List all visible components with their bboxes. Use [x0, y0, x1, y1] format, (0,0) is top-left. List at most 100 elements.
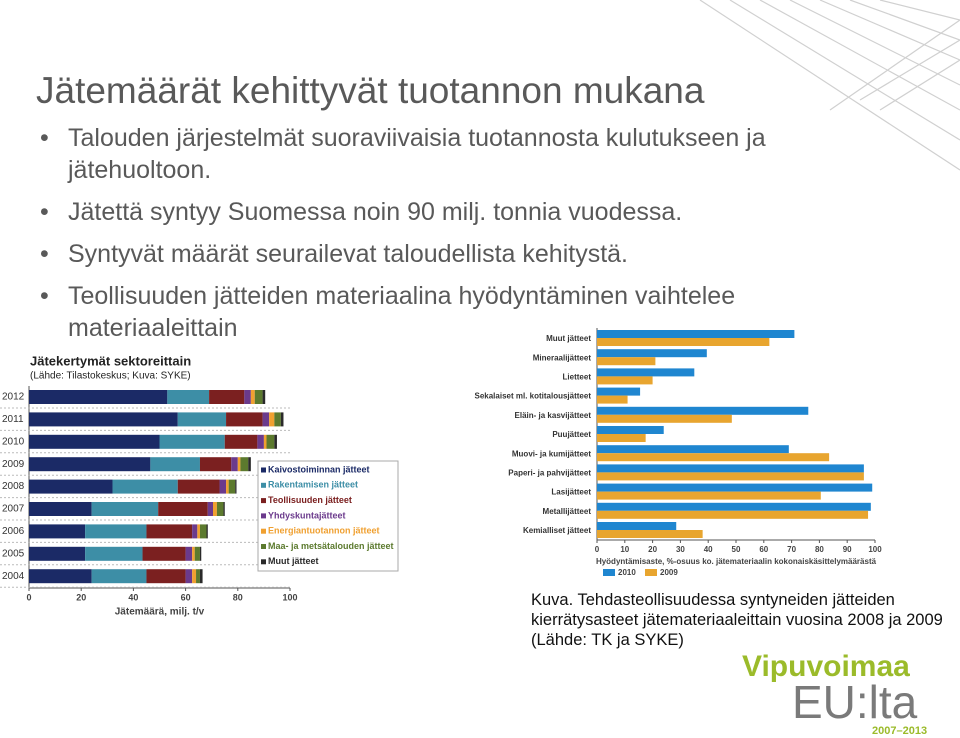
category-label: Sekalaiset ml. kotitalousjätteet: [475, 392, 592, 401]
bar: [597, 522, 677, 530]
bar-segment: [85, 524, 147, 539]
category-label: Puujätteet: [552, 430, 591, 439]
bar-segment: [167, 390, 210, 404]
legend-swatch: [261, 559, 266, 565]
caption: Kuva. Tehdasteollisuudessa syntyneiden j…: [531, 591, 943, 649]
bar: [597, 445, 789, 454]
legend-label: Teollisuuden jätteet: [268, 495, 352, 505]
bar-segment: [29, 546, 86, 561]
logo-years: 2007–2013: [872, 725, 927, 737]
bar: [597, 434, 646, 442]
bar-segment: [91, 569, 147, 584]
bar: [597, 530, 703, 538]
bar-segment: [209, 390, 245, 404]
bar: [597, 387, 641, 396]
bar: [597, 368, 695, 377]
x-tick-label: 100: [868, 545, 882, 554]
bar-segment: [237, 457, 241, 472]
bar-segment: [29, 412, 178, 427]
category-label: 2010: [2, 436, 25, 447]
category-label: 2011: [2, 414, 24, 425]
x-tick-label: 10: [620, 545, 629, 554]
bar-segment: [213, 502, 217, 516]
x-tick-label: 60: [759, 545, 768, 554]
bar-segment: [150, 457, 200, 472]
bar-segment: [29, 569, 92, 584]
bar-segment: [91, 502, 159, 516]
bar-segment: [85, 546, 143, 561]
x-axis-label: Jätemäärä, milj. t/v: [115, 607, 205, 618]
bar-segment: [142, 546, 186, 561]
legend-swatch: [261, 544, 266, 549]
bar-segment: [192, 569, 197, 584]
bar: [597, 406, 809, 415]
x-tick-label: 20: [648, 545, 657, 554]
legend-label: Muut jätteet: [268, 556, 319, 566]
bar-segment: [224, 434, 258, 449]
bar-segment: [280, 412, 284, 427]
bar-segment: [206, 524, 208, 539]
bar-segment: [192, 546, 195, 561]
bar-segment: [185, 546, 193, 561]
legend-swatch: [261, 528, 266, 534]
bar-segment: [207, 502, 214, 516]
x-tick-label: 50: [732, 545, 741, 554]
bar-segment: [29, 457, 151, 472]
bar-segment: [262, 390, 266, 404]
category-label: Lietteet: [563, 373, 592, 382]
bar-segment: [158, 502, 208, 516]
x-tick-label: 80: [233, 592, 243, 602]
slide-title: Jätemäärät kehittyvät tuotannon mukana: [36, 70, 705, 111]
bar: [597, 464, 864, 473]
category-label: 2005: [2, 548, 25, 559]
bar: [597, 376, 653, 385]
bar-segment: [199, 569, 203, 584]
legend-label: Yhdyskuntajätteet: [268, 510, 346, 520]
bar: [597, 426, 664, 434]
logo-name: Vipuvoimaa: [742, 650, 910, 683]
legend-swatch: [261, 482, 266, 488]
bar-segment: [29, 434, 160, 449]
bullet: Syntyvät määrät seurailevat taloudellist…: [40, 238, 870, 270]
category-label: Lasijätteet: [551, 488, 591, 497]
bullet: Talouden järjestelmät suoraviivaisia tuo…: [40, 122, 870, 186]
category-label: 2012: [2, 392, 25, 403]
bar-segment: [159, 434, 225, 449]
decor-lines: [699, 0, 960, 171]
bar-segment: [146, 524, 193, 539]
x-tick-label: 0: [595, 545, 600, 554]
bar-segment: [197, 524, 200, 539]
x-tick-label: 0: [26, 592, 31, 602]
legend-swatch: [645, 569, 657, 576]
bar-segment: [223, 502, 225, 516]
bar-segment: [192, 524, 198, 539]
bar: [597, 357, 656, 366]
bar-segment: [146, 569, 186, 584]
bar-segment: [196, 569, 200, 584]
bar-segment: [257, 434, 264, 449]
chart-subtitle: (Lähde: Tilastokeskus; Kuva: SYKE): [30, 371, 191, 382]
bar-segment: [231, 457, 238, 472]
x-tick-label: 30: [676, 545, 685, 554]
bar: [597, 483, 873, 492]
legend-label: 2009: [660, 568, 678, 577]
category-label: Metallijätteet: [543, 507, 592, 516]
legend-label: Energiantuotannon jätteet: [268, 526, 380, 536]
category-label: Eläin- ja kasvijätteet: [515, 411, 592, 420]
logo-sub: EU:lta: [792, 676, 918, 728]
bullet-list: Talouden järjestelmät suoraviivaisia tuo…: [40, 122, 870, 354]
legend-label: Rakentamisen jätteet: [268, 480, 358, 490]
bar-segment: [263, 434, 267, 449]
category-label: 2009: [2, 459, 25, 470]
legend-box: [257, 460, 399, 572]
bar-segment: [235, 479, 237, 494]
bar-segment: [29, 390, 168, 404]
bar-segment: [177, 479, 220, 494]
bar-segment: [185, 569, 193, 584]
bar: [597, 510, 869, 519]
x-tick-label: 90: [843, 545, 852, 554]
bar-segment: [262, 412, 270, 427]
x-tick-label: 20: [76, 592, 86, 602]
